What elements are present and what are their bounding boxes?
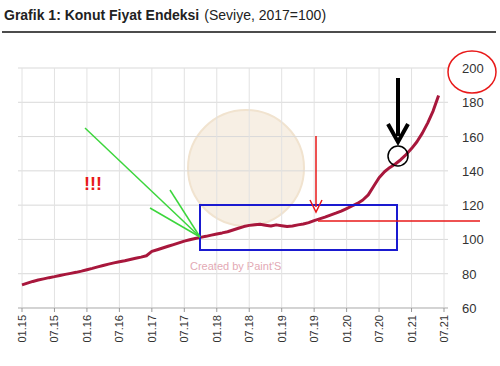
x-grid bbox=[281, 68, 282, 308]
x-axis bbox=[18, 308, 448, 309]
annotation-green-line bbox=[170, 190, 200, 237]
y-tick-label: 80 bbox=[462, 267, 476, 282]
x-tick-label: 01.19 bbox=[276, 315, 288, 343]
y-grid bbox=[18, 239, 448, 240]
x-grid bbox=[411, 68, 412, 308]
watermark-emblem bbox=[188, 110, 304, 226]
y-grid bbox=[18, 273, 448, 274]
title-rule bbox=[2, 31, 496, 33]
annotation-green-line bbox=[85, 128, 200, 237]
x-tick bbox=[346, 308, 347, 312]
y-grid bbox=[18, 136, 448, 137]
annotation-text: !!! bbox=[84, 174, 102, 194]
x-tick-label: 01.16 bbox=[81, 315, 93, 343]
y-tick-label: 200 bbox=[462, 61, 484, 76]
x-tick bbox=[411, 308, 412, 312]
y-tick-label: 180 bbox=[462, 95, 484, 110]
annotation-red-arrowhead bbox=[310, 200, 322, 212]
x-grid bbox=[216, 68, 217, 308]
x-tick bbox=[216, 308, 217, 312]
x-tick-label: 07.18 bbox=[243, 315, 255, 343]
subtitle: (Seviye, 2017=100) bbox=[204, 7, 326, 23]
x-grid bbox=[54, 68, 55, 308]
x-tick-label: 01.15 bbox=[16, 315, 28, 343]
x-tick-label: 07.15 bbox=[48, 315, 60, 343]
y-grid bbox=[18, 308, 448, 309]
annotation-black-circle bbox=[388, 146, 408, 166]
y-tick-label: 140 bbox=[462, 164, 484, 179]
annotation-red-circle bbox=[448, 51, 496, 93]
annotation-box bbox=[200, 205, 397, 250]
x-tick-label: 01.17 bbox=[146, 315, 158, 343]
y-grid bbox=[18, 102, 448, 103]
x-grid bbox=[184, 68, 185, 308]
x-tick bbox=[54, 308, 55, 312]
annotation-green-line bbox=[150, 208, 200, 237]
x-grid bbox=[119, 68, 120, 308]
title-line: Grafik 1: Konut Fiyat Endeksi (Seviye, 20… bbox=[4, 7, 326, 23]
title: Grafik 1: Konut Fiyat Endeksi bbox=[4, 7, 199, 23]
y-tick-label: 60 bbox=[462, 301, 476, 316]
x-tick bbox=[314, 308, 315, 312]
x-grid bbox=[249, 68, 250, 308]
x-tick bbox=[119, 308, 120, 312]
x-tick bbox=[281, 308, 282, 312]
x-tick-label: 07.17 bbox=[178, 315, 190, 343]
x-grid bbox=[151, 68, 152, 308]
x-grid bbox=[314, 68, 315, 308]
x-grid bbox=[379, 68, 380, 308]
x-tick-label: 07.21 bbox=[438, 315, 450, 343]
y-tick-label: 100 bbox=[462, 232, 484, 247]
annotation-red-line bbox=[318, 220, 480, 222]
annotation-black-arrow bbox=[396, 78, 400, 136]
annotation-black-arrowhead bbox=[388, 124, 408, 142]
annotation-red-arrow bbox=[315, 136, 317, 207]
x-tick bbox=[151, 308, 152, 312]
x-tick-label: 07.19 bbox=[308, 315, 320, 343]
line bbox=[22, 95, 439, 284]
x-tick bbox=[86, 308, 87, 312]
y-grid bbox=[18, 68, 448, 69]
x-tick-label: 01.20 bbox=[341, 315, 353, 343]
watermark: Created by Paint'S bbox=[190, 260, 281, 272]
x-tick-label: 07.16 bbox=[113, 315, 125, 343]
y-tick-label: 160 bbox=[462, 130, 484, 145]
x-grid bbox=[346, 68, 347, 308]
x-grid bbox=[444, 68, 445, 308]
y-tick-label: 120 bbox=[462, 198, 484, 213]
x-tick bbox=[184, 308, 185, 312]
x-tick bbox=[379, 308, 380, 312]
x-tick-label: 01.21 bbox=[406, 315, 418, 343]
x-tick-label: 07.20 bbox=[373, 315, 385, 343]
x-tick bbox=[444, 308, 445, 312]
x-tick bbox=[22, 308, 23, 312]
x-tick bbox=[249, 308, 250, 312]
chart: Grafik 1: Konut Fiyat Endeksi (Seviye, 20… bbox=[0, 0, 500, 366]
x-tick-label: 01.18 bbox=[211, 315, 223, 343]
x-grid bbox=[22, 68, 23, 308]
plot-area bbox=[22, 95, 439, 284]
